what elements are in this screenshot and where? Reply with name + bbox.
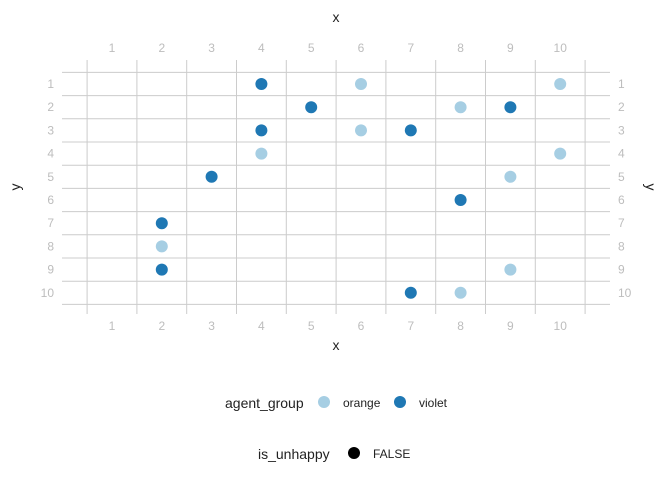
y-tick-label-left: 1	[47, 77, 54, 91]
x-ticks-top: 1 2 3 4 5 6 7 8 9 10	[109, 41, 568, 55]
color-legend-title: agent_group	[225, 395, 304, 411]
point-violet	[404, 124, 417, 137]
y-tick-label-left: 10	[41, 286, 55, 300]
point-violet	[255, 124, 268, 137]
x-tick-label-bottom: 9	[507, 319, 514, 333]
point-violet	[305, 101, 318, 114]
x-tick-label-top: 8	[457, 41, 464, 55]
x-tick-label-bottom: 8	[457, 319, 464, 333]
x-tick-label-bottom: 5	[308, 319, 315, 333]
legend-label-false: FALSE	[373, 447, 410, 461]
data-points	[155, 78, 567, 299]
legend-label-orange: orange	[343, 396, 381, 410]
y-ticks-left: 1 2 3 4 5 6 7 8 9 10	[41, 77, 55, 300]
x-tick-label-top: 3	[208, 41, 215, 55]
point-orange	[504, 263, 517, 276]
y-tick-label-right: 9	[618, 263, 625, 277]
point-orange	[355, 78, 367, 90]
y-tick-label-right: 1	[618, 77, 625, 91]
color-legend: agent_group orange violet	[225, 395, 448, 411]
x-tick-label-top: 7	[407, 41, 414, 55]
point-violet	[504, 101, 517, 114]
x-axis-title-top: x	[333, 9, 340, 25]
x-tick-label-top: 5	[308, 41, 315, 55]
x-tick-label-top: 10	[554, 41, 568, 55]
y-tick-label-right: 2	[618, 100, 625, 114]
y-tick-label-left: 6	[47, 193, 54, 207]
x-tick-label-bottom: 7	[407, 319, 414, 333]
y-tick-label-right: 6	[618, 193, 625, 207]
x-tick-label-top: 1	[109, 41, 116, 55]
point-orange	[504, 170, 517, 183]
point-violet	[255, 78, 268, 90]
y-tick-label-right: 3	[618, 123, 625, 137]
x-tick-label-top: 2	[158, 41, 165, 55]
legend-key-false	[348, 447, 360, 459]
point-orange	[454, 101, 467, 114]
point-violet	[155, 217, 168, 230]
x-tick-label-bottom: 10	[554, 319, 568, 333]
point-violet	[155, 263, 168, 276]
x-tick-label-bottom: 4	[258, 319, 265, 333]
point-orange	[155, 240, 168, 253]
x-tick-label-bottom: 6	[358, 319, 365, 333]
point-orange	[454, 286, 467, 299]
point-violet	[454, 194, 467, 206]
legend-key-violet	[394, 396, 406, 408]
shape-legend: is_unhappy FALSE	[258, 446, 410, 462]
x-tick-label-bottom: 1	[109, 319, 116, 333]
y-tick-label-left: 8	[47, 239, 54, 253]
x-tick-label-bottom: 3	[208, 319, 215, 333]
legend-key-orange	[318, 396, 330, 408]
x-ticks-bottom: 1 2 3 4 5 6 7 8 9 10	[109, 319, 568, 333]
y-tick-label-left: 4	[47, 147, 54, 161]
x-tick-label-bottom: 2	[158, 319, 165, 333]
y-tick-label-left: 3	[47, 123, 54, 137]
point-orange	[554, 147, 567, 160]
point-orange	[355, 124, 367, 137]
point-orange	[255, 147, 268, 160]
x-tick-label-top: 4	[258, 41, 265, 55]
y-tick-label-left: 5	[47, 170, 54, 184]
y-tick-label-right: 7	[618, 216, 625, 230]
y-tick-label-left: 2	[47, 100, 54, 114]
x-tick-label-top: 6	[358, 41, 365, 55]
shape-legend-title: is_unhappy	[258, 446, 330, 462]
y-tick-label-right: 8	[618, 239, 625, 253]
y-tick-label-left: 9	[47, 263, 54, 277]
grid-lines	[62, 60, 610, 314]
y-axis-title-left: y	[7, 184, 23, 191]
y-tick-label-right: 5	[618, 170, 625, 184]
y-tick-label-left: 7	[47, 216, 54, 230]
y-tick-label-right: 4	[618, 147, 625, 161]
point-violet	[404, 286, 417, 299]
x-tick-label-top: 9	[507, 41, 514, 55]
x-axis-title-bottom: x	[333, 337, 340, 353]
y-axis-title-right: y	[643, 184, 659, 191]
point-violet	[205, 170, 218, 183]
point-orange	[554, 78, 567, 90]
y-tick-label-right: 10	[618, 286, 632, 300]
legend-label-violet: violet	[419, 396, 448, 410]
y-ticks-right: 1 2 3 4 5 6 7 8 9 10	[618, 77, 632, 300]
